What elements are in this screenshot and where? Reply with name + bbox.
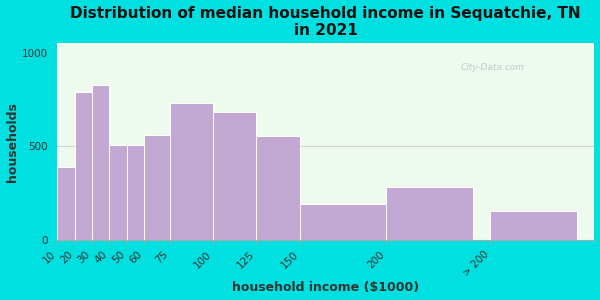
Bar bbox=[144, 135, 170, 240]
Text: City-Data.com: City-Data.com bbox=[460, 63, 524, 72]
Bar bbox=[127, 145, 144, 240]
Bar bbox=[256, 136, 300, 240]
Bar bbox=[74, 92, 92, 240]
Y-axis label: households: households bbox=[5, 102, 19, 182]
Bar bbox=[213, 112, 256, 240]
Bar bbox=[109, 146, 127, 240]
Title: Distribution of median household income in Sequatchie, TN
in 2021: Distribution of median household income … bbox=[71, 6, 581, 38]
Bar bbox=[57, 167, 74, 240]
Bar bbox=[490, 211, 577, 240]
X-axis label: household income ($1000): household income ($1000) bbox=[232, 281, 419, 294]
Bar bbox=[170, 103, 213, 240]
Bar bbox=[386, 187, 473, 240]
Bar bbox=[92, 85, 109, 240]
Bar bbox=[300, 204, 386, 240]
